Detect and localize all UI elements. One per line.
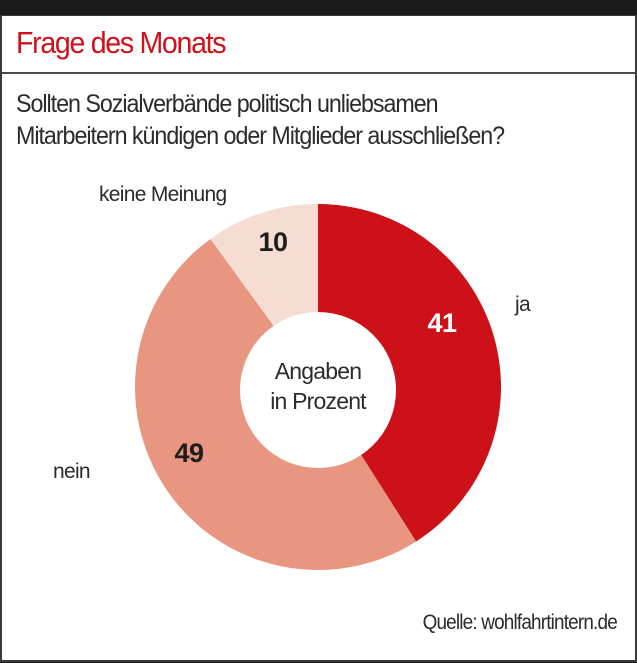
category-label-nein: nein — [53, 460, 90, 483]
card-header: Frage des Monats — [2, 16, 635, 74]
value-label-ja: 41 — [427, 308, 457, 338]
poll-question-line-1: Sollten Sozialverbände politisch unliebs… — [16, 90, 439, 118]
category-label-keine-meinung: keine Meinung — [99, 183, 227, 206]
poll-question-line-2: Mitarbeitern kündigen oder Mitglieder au… — [16, 122, 505, 150]
donut-hole — [240, 312, 396, 468]
center-label-line-1: Angaben — [275, 358, 362, 384]
poll-question: Sollten Sozialverbände politisch unliebs… — [16, 88, 505, 152]
slice-value-labels: 41 49 10 — [174, 227, 457, 468]
value-label-nein: 49 — [174, 438, 204, 468]
page-title: Frage des Monats — [16, 25, 227, 60]
slice-category-labels: ja nein keine Meinung — [53, 183, 532, 483]
slice-ja — [318, 204, 502, 542]
center-label-line-2: in Prozent — [270, 388, 367, 414]
category-label-ja: ja — [514, 293, 531, 316]
source-note: Quelle: wohlfahrtintern.de — [422, 611, 618, 634]
value-label-keine-meinung: 10 — [258, 227, 287, 257]
